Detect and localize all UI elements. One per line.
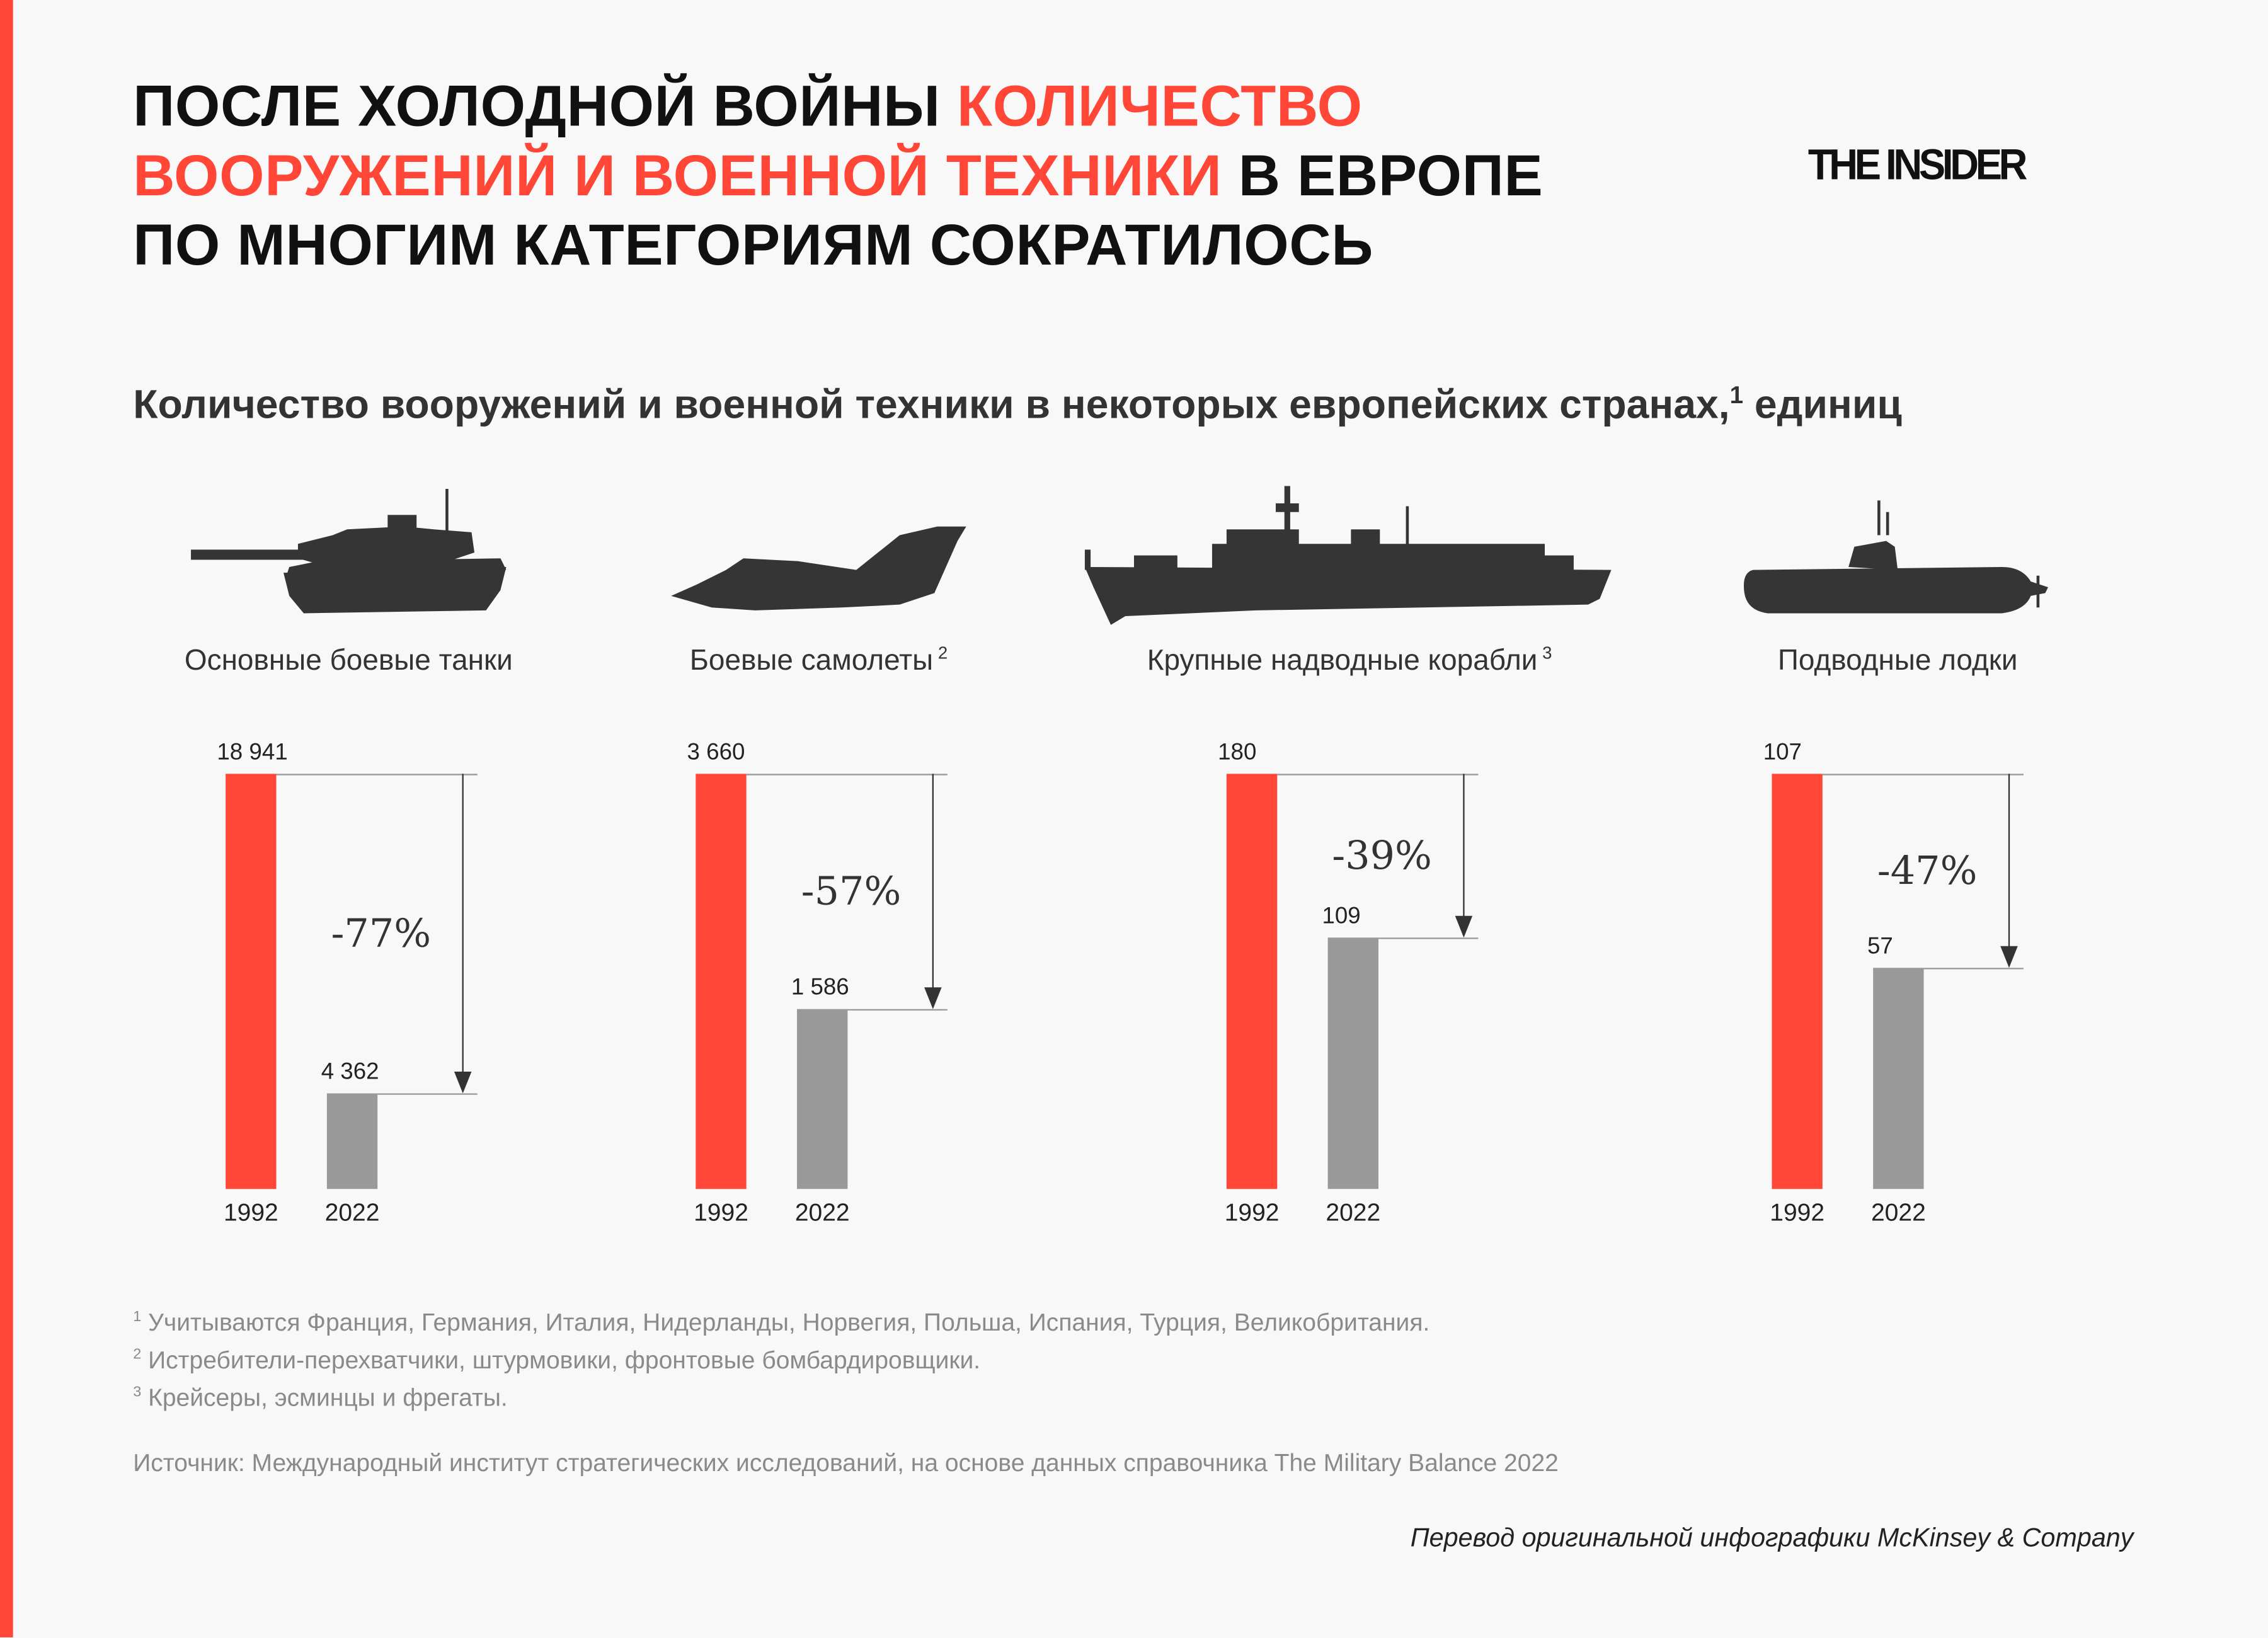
headline-highlight: КОЛИЧЕСТВО [956,75,1363,139]
category-label: Основные боевые танки [185,645,513,679]
data-label-1992: 107 [1763,738,1802,764]
accent-stripe [0,0,13,1637]
x-tick-label: 2022 [1871,1200,1926,1227]
credit-note: Перевод оригинальной инфографики McKinse… [1410,1523,2134,1552]
x-tick-label: 2022 [1326,1200,1380,1227]
bar-2022 [1873,968,1924,1189]
arrow-head-icon [454,1072,472,1094]
footnote-text: Крейсеры, эсминцы и фрегаты. [141,1384,508,1412]
data-label-1992: 3 660 [687,738,745,764]
footnote-ref: 1 [1729,381,1744,409]
category-label-text: Подводные лодки [1777,644,2018,677]
category-label: Крупные надводные корабли 3 [1147,643,1552,679]
jet-icon [671,526,966,610]
footnote-1: 1 Учитываются Франция, Германия, Италия,… [133,1309,1429,1338]
chart-title-suffix: единиц [1743,382,1902,427]
change-percent-label: -39% [1332,832,1432,878]
footnote-marker: 1 [133,1309,142,1326]
footnote-marker: 3 [133,1384,142,1401]
bar-2022 [1327,937,1378,1189]
footnote-text: Истребители-перехватчики, штурмовики, фр… [141,1346,981,1375]
ship-icon [1084,486,1612,625]
headline-part: В ЕВРОПЕ [1222,144,1544,209]
bar-1992 [1226,774,1278,1189]
footnote-marker: 2 [133,1347,142,1363]
bar-2022 [797,1009,848,1189]
data-label-1992: 180 [1218,738,1256,764]
change-percent-label: -57% [801,868,902,914]
arrow-head-icon [1455,915,1473,938]
x-tick-label: 1992 [1770,1200,1824,1227]
change-percent-label: -47% [1877,847,1978,893]
arrow-head-icon [2000,946,2018,968]
submarine-icon [1743,500,2048,614]
x-tick-label: 1992 [694,1200,748,1227]
headline-part: ПО МНОГИМ КАТЕГОРИЯМ СОКРАТИЛОСЬ [133,214,1374,278]
bar-2022 [326,1093,378,1189]
x-tick-label: 2022 [325,1200,380,1227]
change-percent-label: -77% [331,910,431,956]
chart-title: Количество вооружений и военной техники … [133,382,1902,428]
footnote-text: Учитываются Франция, Германия, Италия, Н… [141,1309,1430,1337]
headline: ПОСЛЕ ХОЛОДНОЙ ВОЙНЫ КОЛИЧЕСТВО ВООРУЖЕН… [133,72,1543,281]
source-note: Источник: Международный институт стратег… [133,1449,1559,1477]
data-label-2022: 57 [1867,932,1893,958]
x-tick-label: 1992 [224,1200,278,1227]
tank-icon [191,489,507,614]
logo: THE INSIDER [1807,141,2028,190]
headline-highlight: ВООРУЖЕНИЙ И ВОЕННОЙ ТЕХНИКИ [133,144,1222,209]
footnote-2: 2 Истребители-перехватчики, штурмовики, … [133,1346,980,1375]
category-label: Подводные лодки [1778,645,2018,679]
data-label-2022: 1 586 [791,974,849,1000]
category-label-text: Основные боевые танки [184,644,513,677]
category-label-text: Боевые самолеты [689,644,934,677]
footnote-3: 3 Крейсеры, эсминцы и фрегаты. [133,1384,508,1413]
x-tick-label: 2022 [795,1200,850,1227]
bar-1992 [696,774,747,1189]
x-tick-label: 1992 [1225,1200,1280,1227]
category-label-text: Крупные надводные корабли [1147,644,1538,677]
data-label-1992: 18 941 [217,738,287,764]
data-label-2022: 4 362 [321,1058,379,1084]
footnote-ref: 2 [933,643,948,663]
arrow-head-icon [924,987,942,1009]
bar-1992 [1772,774,1823,1189]
data-label-2022: 109 [1322,902,1360,928]
headline-part: ПОСЛЕ ХОЛОДНОЙ ВОЙНЫ [133,75,957,139]
footnote-ref: 3 [1537,643,1552,663]
chart-title-text: Количество вооружений и военной техники … [133,382,1730,427]
bar-1992 [226,774,277,1189]
category-label: Боевые самолеты 2 [689,643,948,679]
